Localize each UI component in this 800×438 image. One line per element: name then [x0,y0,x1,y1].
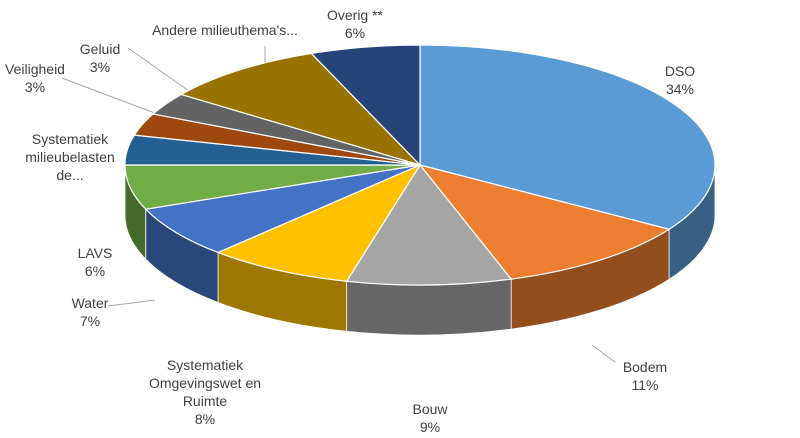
data-label: Veiligheid 3% [0,60,75,96]
pie-slice [179,52,423,167]
data-label: Geluid 3% [70,40,130,76]
data-label: DSO 34% [640,62,720,98]
category-label: Geluid [79,41,121,57]
pie-slice [419,44,716,230]
pie-slice [418,163,671,280]
pie-slice [345,163,513,286]
pie-sides [124,164,716,336]
pie-tops [124,44,716,286]
pie-side [346,278,512,336]
category-label: Andere milieuthema's... [152,22,298,38]
data-label: Bouw 9% [390,400,470,436]
value-label: 8% [194,411,216,427]
category-label: DSO [664,63,696,79]
value-label: 7% [79,313,101,329]
pie-slice [216,163,422,282]
category-label: Veiligheid [5,61,65,77]
data-label: Bodem 11% [605,358,685,394]
leader-line [591,344,616,363]
leader-line [61,77,161,116]
data-label: Systematiek Omgevingswet en Ruimte 8% [130,356,280,428]
data-label: Systematiek milieubelastende... [23,130,118,184]
data-label: Andere milieuthema's... [125,21,325,39]
value-label: 11% [631,377,659,393]
value-label: 34% [665,81,695,97]
data-label: Water 7% [50,294,130,330]
data-label: Overig ** 6% [305,6,405,42]
leader-line [127,47,197,97]
category-label: Systematiek milieubelastende... [25,131,115,183]
pie-slice [144,164,421,254]
category-label: Water [71,295,109,311]
category-label: Systematiek Omgevingswet en Ruimte [148,357,262,409]
value-label: 3% [89,59,111,75]
category-label: Overig ** [326,7,384,23]
pie-slice [310,44,421,167]
value-label: 6% [344,25,366,41]
data-label: LAVS 6% [55,244,135,280]
category-label: Bouw [412,401,448,417]
leader-line [107,299,156,307]
value-label: 3% [24,79,46,95]
value-label: 6% [84,263,106,279]
category-label: LAVS [77,245,113,261]
value-label: 9% [419,419,441,435]
category-label: Bodem [622,359,668,375]
